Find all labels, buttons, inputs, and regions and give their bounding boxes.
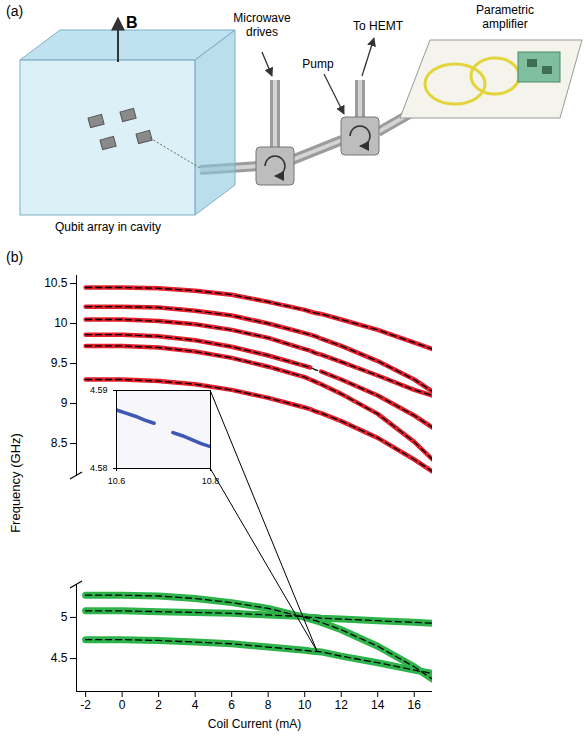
svg-text:14: 14 (371, 698, 385, 712)
svg-text:Coil Current (mA): Coil Current (mA) (208, 717, 301, 731)
svg-text:10: 10 (298, 698, 312, 712)
svg-text:10: 10 (54, 316, 68, 330)
svg-text:4: 4 (192, 698, 199, 712)
svg-text:8: 8 (265, 698, 272, 712)
svg-text:2: 2 (155, 698, 162, 712)
svg-text:9.5: 9.5 (51, 356, 68, 370)
svg-text:4.59: 4.59 (90, 385, 108, 395)
svg-text:4.58: 4.58 (90, 463, 108, 473)
svg-text:(a): (a) (6, 3, 23, 19)
svg-text:12: 12 (335, 698, 349, 712)
svg-text:0: 0 (119, 698, 126, 712)
svg-text:4.5: 4.5 (51, 651, 68, 665)
svg-text:To HEMT: To HEMT (353, 19, 404, 33)
svg-text:9: 9 (61, 396, 68, 410)
svg-text:10.6: 10.6 (108, 476, 126, 486)
svg-text:-2: -2 (80, 698, 91, 712)
svg-text:Frequency (GHz): Frequency (GHz) (8, 433, 23, 533)
svg-text:10.8: 10.8 (202, 476, 220, 486)
svg-text:Parametric: Parametric (476, 3, 534, 17)
svg-text:Microwave: Microwave (233, 11, 291, 25)
svg-text:B: B (126, 14, 138, 31)
svg-text:5: 5 (61, 610, 68, 624)
svg-text:6: 6 (228, 698, 235, 712)
svg-text:(b): (b) (6, 249, 23, 265)
svg-text:Qubit array in cavity: Qubit array in cavity (55, 220, 161, 234)
svg-text:amplifier: amplifier (482, 17, 527, 31)
svg-text:8.5: 8.5 (51, 436, 68, 450)
svg-text:16: 16 (408, 698, 422, 712)
svg-text:10.5: 10.5 (44, 276, 68, 290)
svg-text:Pump: Pump (302, 57, 334, 71)
svg-text:drives: drives (246, 25, 278, 39)
